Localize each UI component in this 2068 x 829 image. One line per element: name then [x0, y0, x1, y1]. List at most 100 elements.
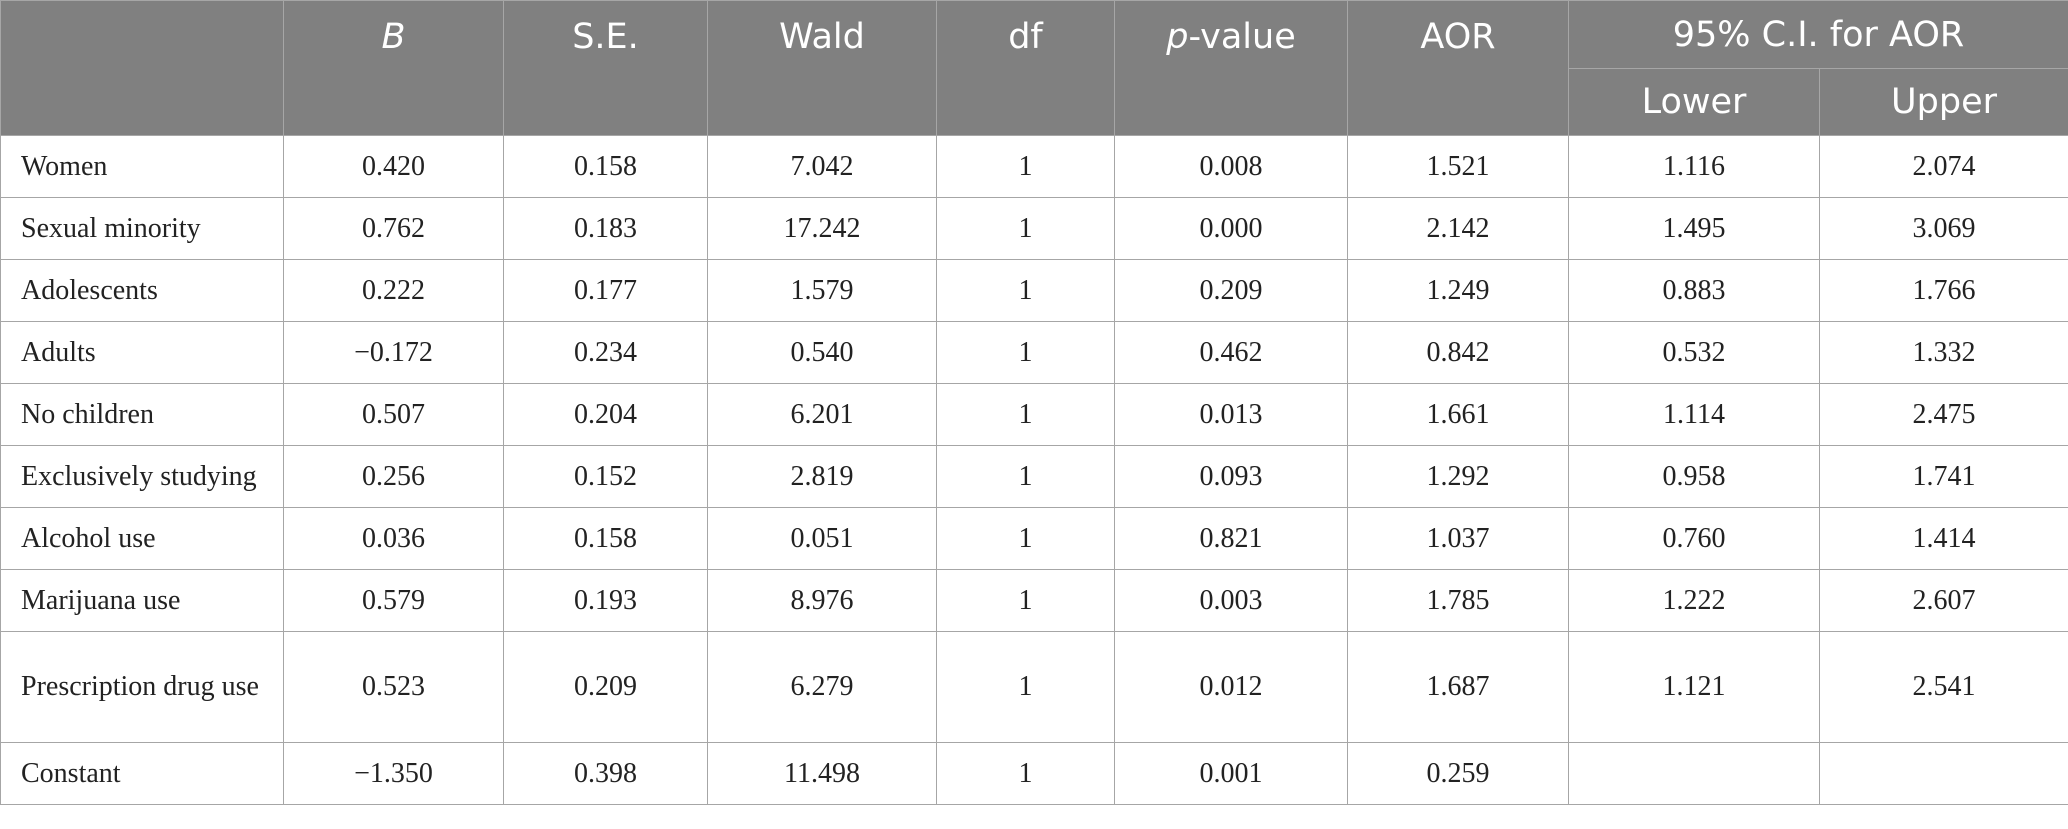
row-label: Alcohol use — [0, 507, 284, 570]
cell-lower: 1.116 — [1568, 135, 1820, 198]
cell-aor: 1.661 — [1347, 383, 1569, 446]
cell-se: 0.204 — [503, 383, 708, 446]
table-row: Prescription drug use 0.523 0.209 6.279 … — [0, 631, 2068, 743]
header-upper: Upper — [1818, 68, 2068, 136]
cell-df: 1 — [936, 197, 1115, 260]
header-se: S.E. — [503, 0, 708, 136]
header-ci: 95% C.I. for AOR — [1567, 0, 2068, 69]
cell-df: 1 — [936, 631, 1115, 743]
cell-lower: 1.495 — [1568, 197, 1820, 260]
row-label: Exclusively studying — [0, 445, 284, 508]
cell-df: 1 — [936, 259, 1115, 322]
cell-df: 1 — [936, 383, 1115, 446]
cell-upper: 1.414 — [1818, 507, 2068, 570]
cell-wald: 7.042 — [707, 135, 937, 198]
cell-p-value: 0.000 — [1114, 197, 1348, 260]
cell-aor: 0.842 — [1347, 321, 1569, 384]
cell-p-value: 0.008 — [1114, 135, 1348, 198]
cell-upper: 1.332 — [1818, 321, 2068, 384]
header-p-value: p-value — [1114, 0, 1348, 136]
cell-upper: 2.475 — [1818, 383, 2068, 446]
cell-df: 1 — [936, 445, 1115, 508]
cell-lower — [1568, 742, 1820, 805]
cell-b: 0.579 — [283, 569, 504, 632]
cell-lower: 1.121 — [1568, 631, 1820, 743]
table-row: Adults −0.172 0.234 0.540 1 0.462 0.842 … — [0, 321, 2068, 384]
cell-se: 0.158 — [503, 135, 708, 198]
cell-se: 0.193 — [503, 569, 708, 632]
cell-se: 0.177 — [503, 259, 708, 322]
cell-b: 0.036 — [283, 507, 504, 570]
cell-se: 0.209 — [503, 631, 708, 743]
header-lower: Lower — [1568, 68, 1820, 136]
cell-p-value: 0.209 — [1114, 259, 1348, 322]
cell-upper: 2.074 — [1818, 135, 2068, 198]
row-label: No children — [0, 383, 284, 446]
cell-aor: 0.259 — [1347, 742, 1569, 805]
table-row: No children 0.507 0.204 6.201 1 0.013 1.… — [0, 383, 2068, 446]
cell-se: 0.234 — [503, 321, 708, 384]
cell-aor: 1.249 — [1347, 259, 1569, 322]
cell-se: 0.158 — [503, 507, 708, 570]
cell-wald: 1.579 — [707, 259, 937, 322]
cell-upper: 1.766 — [1818, 259, 2068, 322]
cell-aor: 1.687 — [1347, 631, 1569, 743]
cell-b: −0.172 — [283, 321, 504, 384]
row-label: Constant — [0, 742, 284, 805]
cell-lower: 1.114 — [1568, 383, 1820, 446]
cell-wald: 17.242 — [707, 197, 937, 260]
row-label: Marijuana use — [0, 569, 284, 632]
table-row: Women 0.420 0.158 7.042 1 0.008 1.521 1.… — [0, 135, 2068, 198]
cell-aor: 1.785 — [1347, 569, 1569, 632]
cell-p-value: 0.462 — [1114, 321, 1348, 384]
cell-wald: 6.201 — [707, 383, 937, 446]
cell-upper — [1818, 742, 2068, 805]
cell-b: 0.222 — [283, 259, 504, 322]
cell-se: 0.398 — [503, 742, 708, 805]
header-b-text: B — [381, 17, 406, 57]
cell-se: 0.152 — [503, 445, 708, 508]
cell-aor: 1.037 — [1347, 507, 1569, 570]
cell-se: 0.183 — [503, 197, 708, 260]
cell-upper: 3.069 — [1818, 197, 2068, 260]
header-empty-cell — [0, 0, 284, 136]
cell-aor: 1.521 — [1347, 135, 1569, 198]
table-row: Marijuana use 0.579 0.193 8.976 1 0.003 … — [0, 569, 2068, 632]
row-label: Women — [0, 135, 284, 198]
table-row: Exclusively studying 0.256 0.152 2.819 1… — [0, 445, 2068, 508]
table-row: Adolescents 0.222 0.177 1.579 1 0.209 1.… — [0, 259, 2068, 322]
regression-table: B S.E. Wald df p-value AOR 95% C.I. for … — [0, 0, 2068, 805]
cell-upper: 2.607 — [1818, 569, 2068, 632]
cell-wald: 2.819 — [707, 445, 937, 508]
row-label: Adolescents — [0, 259, 284, 322]
cell-wald: 0.051 — [707, 507, 937, 570]
table-row: Sexual minority 0.762 0.183 17.242 1 0.0… — [0, 197, 2068, 260]
cell-upper: 1.741 — [1818, 445, 2068, 508]
cell-b: 0.507 — [283, 383, 504, 446]
cell-p-value: 0.821 — [1114, 507, 1348, 570]
header-p-prefix: p — [1166, 17, 1189, 57]
cell-aor: 2.142 — [1347, 197, 1569, 260]
table-row: Alcohol use 0.036 0.158 0.051 1 0.821 1.… — [0, 507, 2068, 570]
row-label: Adults — [0, 321, 284, 384]
cell-df: 1 — [936, 569, 1115, 632]
cell-upper: 2.541 — [1818, 631, 2068, 743]
cell-b: 0.523 — [283, 631, 504, 743]
cell-b: 0.762 — [283, 197, 504, 260]
cell-lower: 1.222 — [1568, 569, 1820, 632]
cell-lower: 0.883 — [1568, 259, 1820, 322]
cell-b: 0.420 — [283, 135, 504, 198]
cell-wald: 0.540 — [707, 321, 937, 384]
row-label: Sexual minority — [0, 197, 284, 260]
header-df: df — [936, 0, 1115, 136]
cell-lower: 0.532 — [1568, 321, 1820, 384]
header-wald: Wald — [707, 0, 937, 136]
header-b: B — [283, 0, 504, 136]
header-p-suffix: -value — [1188, 17, 1296, 57]
cell-df: 1 — [936, 321, 1115, 384]
cell-df: 1 — [936, 135, 1115, 198]
cell-aor: 1.292 — [1347, 445, 1569, 508]
table-row: Constant −1.350 0.398 11.498 1 0.001 0.2… — [0, 742, 2068, 805]
table-header: B S.E. Wald df p-value AOR 95% C.I. for … — [0, 0, 2068, 136]
cell-wald: 6.279 — [707, 631, 937, 743]
